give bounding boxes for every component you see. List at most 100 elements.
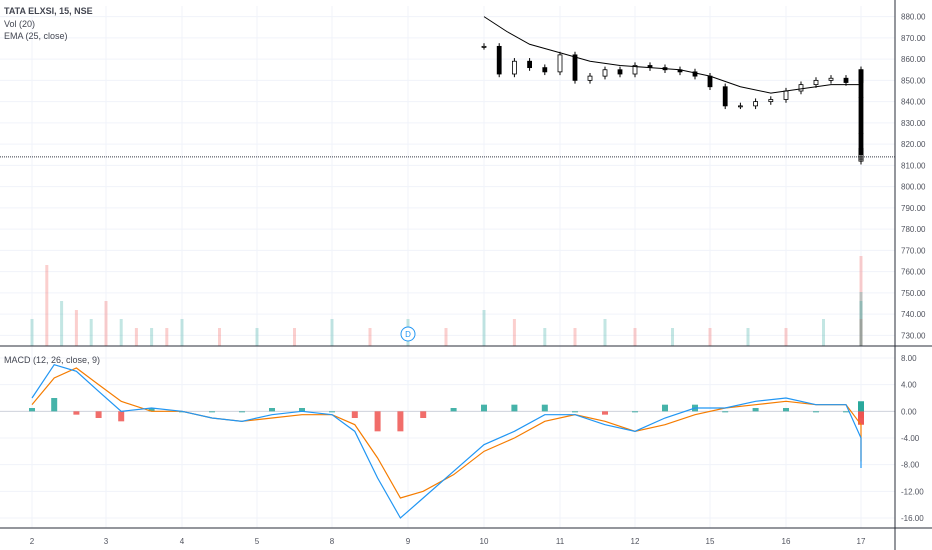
price-y-tick-label: 820.00 [901,140,926,149]
macd-y-tick-label: 8.00 [901,354,917,363]
macd-histogram-bar [269,408,275,412]
macd-histogram-bar [632,411,638,413]
macd-histogram-bar [374,411,381,432]
x-tick-label: 3 [104,537,109,546]
signal-line [31,367,862,499]
volume-bar [512,319,516,346]
candle-body [617,69,623,75]
macd-histogram-bar [541,404,548,412]
volume-bar [30,319,34,346]
candle-body [557,54,563,73]
macd-histogram-bar [420,411,427,418]
macd-histogram-bar [329,411,335,413]
volume-bar [293,328,296,346]
price-y-tick-label: 870.00 [901,34,926,43]
candle-body [542,67,548,73]
macd-histogram-bar [511,404,518,412]
volume-bar [89,319,93,346]
volume-bar [180,319,184,346]
symbol-title: TATA ELXSI, 15, NSE [4,6,93,16]
price-y-tick-label: 780.00 [901,225,926,234]
volume-bar [368,328,372,346]
candle-body [512,60,517,75]
candle-body [602,69,608,77]
x-tick-label: 17 [857,537,866,546]
volume-bar [573,328,577,346]
price-y-tick-label: 760.00 [901,268,926,277]
volume-bar [859,292,863,346]
macd-y-tick-label: 4.00 [901,381,917,390]
dividend-marker[interactable]: D [400,326,416,342]
candle-body [632,65,638,75]
price-y-tick-label: 770.00 [901,246,926,255]
ema-legend: EMA (25, close) [4,31,68,41]
x-tick-label: 5 [255,537,260,546]
x-tick-label: 2 [30,537,35,546]
candle-body [527,60,532,69]
volume-bar [784,328,788,346]
candle-body [843,77,849,83]
x-tick-label: 16 [782,537,791,546]
volume-bar [633,328,637,346]
ema-line [483,16,862,145]
candle-body [798,84,804,92]
macd-histogram-bar [118,411,125,422]
macd-histogram-bar [572,411,578,413]
dividend-marker-label: D [405,330,411,339]
volume-bar [119,319,123,346]
macd-histogram-bar [858,411,864,418]
candle-body [692,71,698,77]
candle-body [738,105,743,108]
macd-histogram-bar [29,408,35,412]
volume-bar [543,328,547,346]
candle-body [587,75,593,81]
macd-line [31,363,862,519]
macd-histogram-bar [148,408,155,412]
volume-bar [218,328,221,346]
volume-bar [822,319,825,346]
macd-histogram-bar [662,404,668,412]
macd-y-tick-label: -12.00 [901,487,924,496]
x-tick-label: 12 [631,537,640,546]
volume-bar [255,328,259,346]
x-tick-label: 4 [180,537,185,546]
price-y-tick-label: 790.00 [901,204,926,213]
macd-histogram-bar [95,411,102,418]
dividend-marker-circle [400,326,416,342]
macd-histogram-bar [813,411,819,413]
candle-body [768,99,774,103]
price-y-tick-label: 830.00 [901,119,926,128]
price-y-tick-label: 730.00 [901,331,926,340]
volume-bar [859,319,863,346]
price-y-tick-label: 740.00 [901,310,926,319]
candle-body [783,90,789,100]
volume-bar [482,310,486,346]
volume-bar [150,328,154,346]
candle-body [722,86,728,107]
price-pane [0,16,895,165]
x-tick-label: 11 [556,537,565,546]
candle-body [481,45,487,48]
price-y-tick-label: 800.00 [901,183,926,192]
price-y-tick-label: 750.00 [901,289,926,298]
price-y-tick-label: 850.00 [901,76,926,85]
volume-bar [859,256,863,346]
price-y-tick-label: 860.00 [901,55,926,64]
volume-bar [859,301,863,346]
x-tick-label: 10 [480,537,489,546]
macd-histogram-bar [351,411,358,418]
volume-bar [746,328,750,346]
macd-histogram-bar [73,411,80,415]
macd-y-tick-label: -4.00 [901,434,920,443]
volume-bar [330,319,334,346]
macd-histogram-bar [858,401,864,412]
macd-y-tick-label: 0.00 [901,407,917,416]
x-tick-label: 9 [406,537,411,546]
volume-bar [603,319,607,346]
macd-histogram-bar [481,404,487,412]
x-tick-label: 15 [706,537,715,546]
volume-bar [45,265,49,346]
volume-bar [104,301,108,346]
candle-body [753,101,758,107]
